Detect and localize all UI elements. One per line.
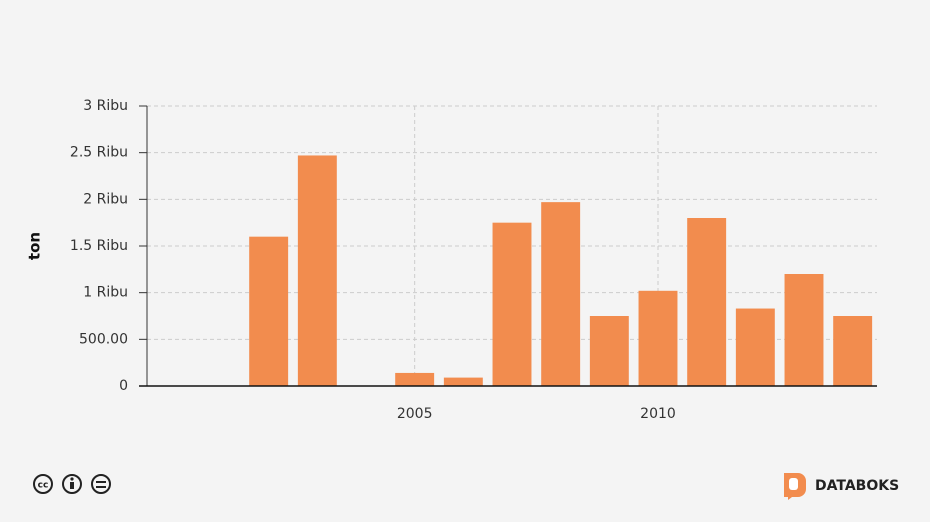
y-tick-label: 3 Ribu (83, 98, 128, 114)
brand-logo: DATABOKS (784, 473, 899, 500)
y-tick-label: 500.00 (79, 331, 128, 347)
bar (833, 316, 873, 386)
bar (541, 202, 581, 386)
layer-axes: 0 500.00 1 Ribu 1.5 Ribu 2 Ribu 2.5 Ribu 3 Rib… (70, 98, 877, 422)
bar (687, 218, 727, 386)
y-tick-label: 2 Ribu (83, 191, 128, 207)
bar (492, 222, 532, 386)
bar (784, 274, 824, 386)
y-tick-label: 1 Ribu (83, 285, 128, 301)
x-tick-label: 2005 (397, 406, 433, 422)
y-axis-label: ton (26, 232, 44, 260)
x-tick-label: 2010 (640, 406, 676, 422)
y-tick-label: 2.5 Ribu (70, 145, 128, 161)
bar (589, 316, 629, 386)
bar (395, 372, 435, 386)
bar (735, 308, 775, 386)
bar (443, 377, 483, 386)
license-icons: cc (33, 474, 111, 494)
layer-bars (249, 155, 873, 386)
y-tick-label: 1.5 Ribu (70, 238, 128, 254)
svg-text:cc: cc (38, 481, 49, 491)
bar (638, 290, 678, 386)
bar (249, 236, 289, 386)
brand: DATABOKS (815, 478, 899, 494)
y-tick-label: 0 (119, 378, 128, 394)
bar (297, 155, 337, 386)
